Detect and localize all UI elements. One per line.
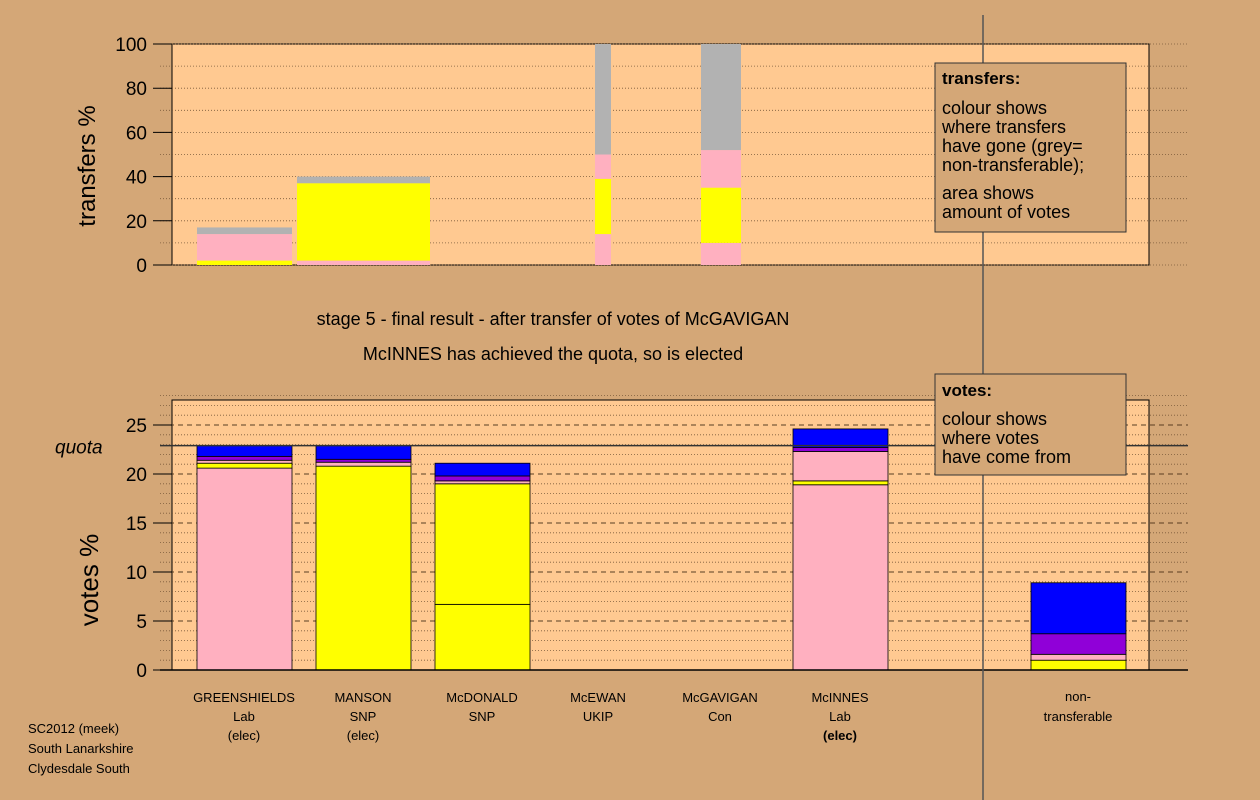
candidate-party: Con xyxy=(708,709,732,724)
transfers-legend-line: where transfers xyxy=(941,117,1066,137)
footer-line2: South Lanarkshire xyxy=(28,741,134,756)
votes-y-tick-label: 0 xyxy=(136,661,147,682)
votes-bar-segment xyxy=(792,480,889,486)
transfers-legend-line: amount of votes xyxy=(942,202,1070,222)
transfers-bar-segment xyxy=(701,242,741,265)
transfers-bar-segment xyxy=(197,227,292,235)
transfers-y-tick-label: 100 xyxy=(115,35,147,56)
votes-bar-segment xyxy=(315,461,412,467)
candidate-name: McEWAN xyxy=(570,690,626,705)
elected-caption: McINNES has achieved the quota, so is el… xyxy=(363,344,743,364)
votes-bar-segment xyxy=(1030,659,1127,671)
candidate-name: McDONALD xyxy=(446,690,518,705)
transfers-legend-line: area shows xyxy=(942,183,1034,203)
votes-legend-box xyxy=(934,373,1127,476)
votes-y-tick-label: 10 xyxy=(126,563,147,584)
votes-bar-segment xyxy=(792,451,889,482)
votes-bar-segment xyxy=(196,462,293,469)
transfers-y-tick-label: 80 xyxy=(126,79,147,100)
votes-bar-segment xyxy=(792,447,889,452)
transfers-legend-line: colour shows xyxy=(942,98,1047,118)
transfers-bar-segment xyxy=(701,187,741,243)
votes-bar-segment xyxy=(434,475,531,482)
candidate-status: (elec) xyxy=(228,728,261,743)
transfers-legend-box xyxy=(934,62,1127,233)
votes-bar-segment xyxy=(196,467,293,671)
votes-bar-segment xyxy=(315,445,412,460)
transfers-y-ticks: 0 20 40 60 80 100 xyxy=(115,35,172,277)
votes-bar-segment xyxy=(1030,582,1127,635)
transfers-y-tick-label: 0 xyxy=(136,256,147,277)
transfers-bar-segment xyxy=(197,234,292,261)
transfers-y-tick-label: 20 xyxy=(126,212,147,233)
candidate-labels: GREENSHIELDS Lab (elec) MANSON SNP (elec) McDO… xyxy=(193,690,869,743)
transfers-bar-segment xyxy=(595,234,611,265)
votes-bar-segment xyxy=(792,484,889,671)
transfers-legend-title: transfers: xyxy=(942,69,1020,88)
transfers-legend: transfers: colour shows where transfers … xyxy=(934,62,1127,233)
votes-bar-segment xyxy=(434,483,531,605)
votes-bar-segment xyxy=(315,458,412,463)
votes-bar-segment xyxy=(196,445,293,457)
votes-bar-segment xyxy=(792,428,889,448)
transfers-legend-line: have gone (grey= xyxy=(942,136,1083,156)
candidate-party: Lab xyxy=(233,709,255,724)
votes-y-tick-label: 25 xyxy=(126,416,147,437)
transfers-y-tick-label: 40 xyxy=(126,168,147,189)
candidate-party: SNP xyxy=(469,709,496,724)
transfers-legend-line: non-transferable); xyxy=(942,155,1084,175)
candidate-party: Lab xyxy=(829,709,851,724)
nontransferable-label-line1: non- xyxy=(1065,689,1091,704)
transfers-bar-segment xyxy=(197,260,292,265)
nontransferable-label-line2: transferable xyxy=(1044,709,1113,724)
votes-y-tick-label: 20 xyxy=(126,465,147,486)
votes-y-ticks: 0 5 10 15 20 25 xyxy=(126,416,172,682)
transfers-bar-segment xyxy=(595,44,611,155)
candidate-party: UKIP xyxy=(583,709,613,724)
candidate-name: MANSON xyxy=(334,690,391,705)
quota-label: quota xyxy=(55,438,103,459)
votes-bar-segment xyxy=(1030,633,1127,655)
votes-bar-segment xyxy=(196,455,293,461)
candidate-status: (elec) xyxy=(347,728,380,743)
candidate-name: McGAVIGAN xyxy=(682,690,758,705)
transfers-y-tick-label: 60 xyxy=(126,123,147,144)
transfers-bar-segment xyxy=(595,154,611,179)
votes-bar-segment xyxy=(434,603,531,671)
transfers-bar-segment xyxy=(297,260,430,265)
stage-caption: stage 5 - final result - after transfer … xyxy=(317,309,790,329)
votes-y-axis-label: votes % xyxy=(74,534,104,627)
votes-legend-line: colour shows xyxy=(942,409,1047,429)
votes-y-tick-label: 15 xyxy=(126,514,147,535)
transfers-bar-segment xyxy=(701,44,741,151)
votes-bars xyxy=(196,428,1127,671)
votes-legend-line: where votes xyxy=(941,428,1039,448)
transfers-bar-segment xyxy=(297,176,430,184)
votes-bar-segment xyxy=(434,480,531,485)
transfers-y-axis-label: transfers % xyxy=(74,105,101,226)
transfers-bar-segment xyxy=(595,178,611,235)
candidate-name: McINNES xyxy=(811,690,868,705)
votes-legend-title: votes: xyxy=(942,381,992,400)
votes-y-tick-label: 5 xyxy=(136,612,147,633)
candidate-party: SNP xyxy=(350,709,377,724)
votes-legend-line: have come from xyxy=(942,447,1071,467)
footer-line1: SC2012 (meek) xyxy=(28,721,119,736)
votes-bar-segment xyxy=(1030,653,1127,661)
votes-bar-segment xyxy=(434,462,531,477)
transfers-bar-segment xyxy=(297,183,430,261)
transfers-bar-segment xyxy=(701,150,741,188)
candidate-status: (elec) xyxy=(823,728,857,743)
votes-legend: votes: colour shows where votes have com… xyxy=(934,373,1127,476)
votes-bar-segment xyxy=(315,465,412,671)
votes-bar-segment xyxy=(196,459,293,464)
candidate-name: GREENSHIELDS xyxy=(193,690,295,705)
transfers-bars xyxy=(197,44,741,265)
footer-line3: Clydesdale South xyxy=(28,761,130,776)
